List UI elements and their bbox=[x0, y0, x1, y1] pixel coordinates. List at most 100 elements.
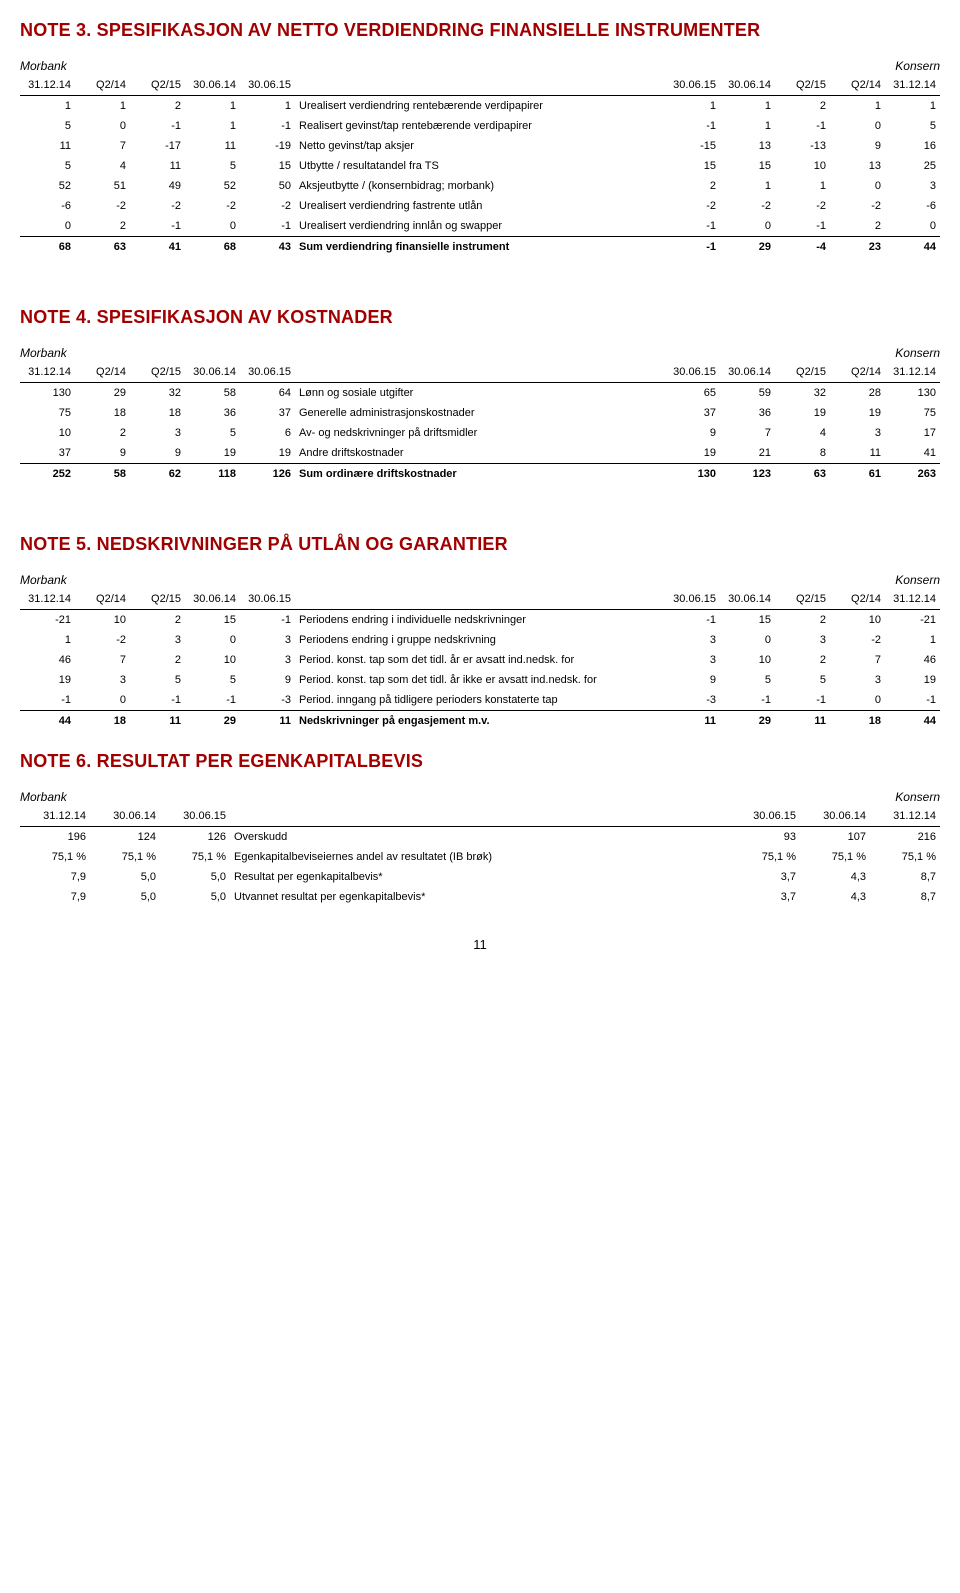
table-row: 193559Period. konst. tap som det tidl. å… bbox=[20, 670, 940, 690]
cell: 75,1 % bbox=[730, 847, 800, 867]
cell: 8 bbox=[775, 443, 830, 464]
cell: 7 bbox=[75, 136, 130, 156]
cell: 44 bbox=[885, 237, 940, 258]
cell: 7,9 bbox=[20, 887, 90, 907]
cell: -2 bbox=[720, 196, 775, 216]
page: NOTE 3. SPESIFIKASJON AV NETTO VERDIENDR… bbox=[0, 20, 960, 992]
cell: 1 bbox=[185, 96, 240, 117]
cell: 10 bbox=[775, 156, 830, 176]
cell: 10 bbox=[185, 650, 240, 670]
cell: 19 bbox=[665, 443, 720, 464]
cell: 1 bbox=[240, 96, 295, 117]
cell: 1 bbox=[885, 96, 940, 117]
cell: 9 bbox=[830, 136, 885, 156]
cell: 23 bbox=[830, 237, 885, 258]
h: 30.06.15 bbox=[665, 589, 720, 610]
cell: 19 bbox=[885, 670, 940, 690]
cell: 15 bbox=[665, 156, 720, 176]
cell: -1 bbox=[240, 216, 295, 237]
cell: Egenkapitalbeviseiernes andel av resulta… bbox=[230, 847, 730, 867]
cell: 252 bbox=[20, 464, 75, 485]
cell: 44 bbox=[20, 711, 75, 732]
konsern-label: Konsern bbox=[895, 573, 940, 587]
cell: 4,3 bbox=[800, 887, 870, 907]
note6-title: NOTE 6. RESULTAT PER EGENKAPITALBEVIS bbox=[20, 751, 940, 772]
cell: -2 bbox=[185, 196, 240, 216]
cell: 0 bbox=[75, 690, 130, 711]
cell: 75,1 % bbox=[870, 847, 940, 867]
h: 30.06.15 bbox=[160, 806, 230, 827]
cell: 51 bbox=[75, 176, 130, 196]
cell: 36 bbox=[185, 403, 240, 423]
cell: 37 bbox=[240, 403, 295, 423]
cell: -6 bbox=[885, 196, 940, 216]
table-row: 102356Av- og nedskrivninger på driftsmid… bbox=[20, 423, 940, 443]
cell: -6 bbox=[20, 196, 75, 216]
cell: -1 bbox=[130, 216, 185, 237]
cell: 1 bbox=[665, 96, 720, 117]
cell: 3 bbox=[885, 176, 940, 196]
h: 30.06.14 bbox=[720, 362, 775, 383]
cell: 2 bbox=[775, 96, 830, 117]
h: 30.06.14 bbox=[185, 589, 240, 610]
note6-table: 31.12.14 30.06.14 30.06.15 30.06.15 30.0… bbox=[20, 806, 940, 907]
table-total-row: 4418112911Nedskrivninger på engasjement … bbox=[20, 711, 940, 732]
h: Q2/15 bbox=[775, 589, 830, 610]
cell: 11 bbox=[185, 136, 240, 156]
cell: 19 bbox=[20, 670, 75, 690]
cell: 0 bbox=[20, 216, 75, 237]
table-total-row: 6863416843Sum verdiendring finansielle i… bbox=[20, 237, 940, 258]
note3-title: NOTE 3. SPESIFIKASJON AV NETTO VERDIENDR… bbox=[20, 20, 940, 41]
cell: Realisert gevinst/tap rentebærende verdi… bbox=[295, 116, 665, 136]
cell: Generelle administrasjonskostnader bbox=[295, 403, 665, 423]
h-label bbox=[295, 589, 665, 610]
cell: 5,0 bbox=[90, 887, 160, 907]
cell: 8,7 bbox=[870, 887, 940, 907]
cell: 65 bbox=[665, 383, 720, 404]
cell: 68 bbox=[20, 237, 75, 258]
cell: 2 bbox=[75, 216, 130, 237]
cell: 7,9 bbox=[20, 867, 90, 887]
cell: 4 bbox=[775, 423, 830, 443]
cell: 3 bbox=[240, 630, 295, 650]
cell: 37 bbox=[665, 403, 720, 423]
cell: 5,0 bbox=[90, 867, 160, 887]
cell: 124 bbox=[90, 827, 160, 848]
cell: 41 bbox=[130, 237, 185, 258]
table-row: 50-11-1Realisert gevinst/tap rentebærend… bbox=[20, 116, 940, 136]
cell: 58 bbox=[185, 383, 240, 404]
cell: -2 bbox=[130, 196, 185, 216]
cell: -2 bbox=[75, 196, 130, 216]
cell: 7 bbox=[75, 650, 130, 670]
h: Q2/14 bbox=[830, 589, 885, 610]
cell: 19 bbox=[775, 403, 830, 423]
cell: 63 bbox=[775, 464, 830, 485]
cell: 2 bbox=[130, 610, 185, 631]
cell: 0 bbox=[720, 630, 775, 650]
cell: 29 bbox=[75, 383, 130, 404]
cell: 1 bbox=[20, 96, 75, 117]
h: Q2/15 bbox=[130, 362, 185, 383]
cell: -1 bbox=[130, 690, 185, 711]
cell: 3 bbox=[830, 670, 885, 690]
table-row: 7,95,05,0Utvannet resultat per egenkapit… bbox=[20, 887, 940, 907]
table-row: 196124126Overskudd93107216 bbox=[20, 827, 940, 848]
table-row: 02-10-1Urealisert verdiendring innlån og… bbox=[20, 216, 940, 237]
cell: 1 bbox=[720, 116, 775, 136]
cell: 118 bbox=[185, 464, 240, 485]
cell: 68 bbox=[185, 237, 240, 258]
cell: 15 bbox=[185, 610, 240, 631]
cell: 7 bbox=[830, 650, 885, 670]
cell: 59 bbox=[720, 383, 775, 404]
cell: 0 bbox=[830, 176, 885, 196]
cell: -1 bbox=[720, 690, 775, 711]
h: 30.06.14 bbox=[185, 75, 240, 96]
cell: -17 bbox=[130, 136, 185, 156]
cell: Nedskrivninger på engasjement m.v. bbox=[295, 711, 665, 732]
cell: 3 bbox=[130, 630, 185, 650]
cell: Lønn og sosiale utgifter bbox=[295, 383, 665, 404]
h: Q2/14 bbox=[830, 75, 885, 96]
h: 30.06.14 bbox=[720, 75, 775, 96]
h: 30.06.15 bbox=[730, 806, 800, 827]
cell: 11 bbox=[20, 136, 75, 156]
